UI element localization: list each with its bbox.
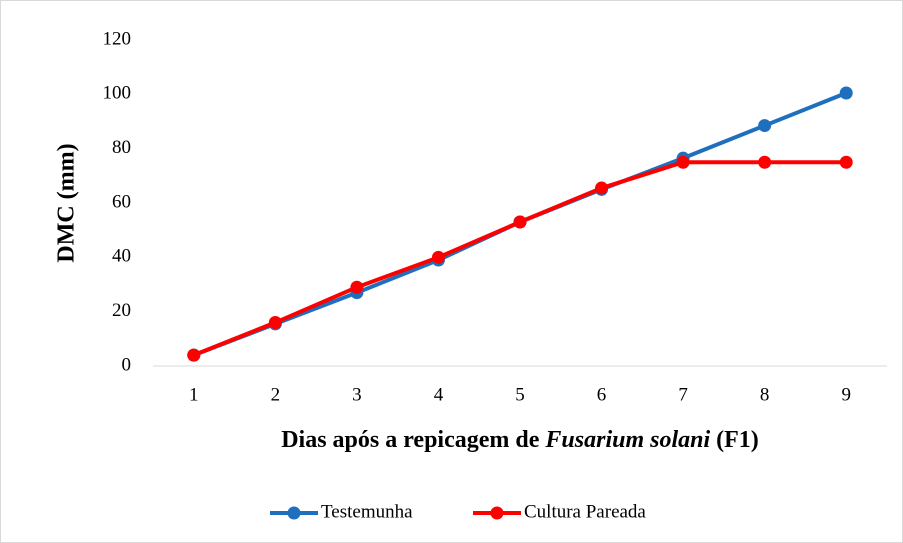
y-tick-label: 120 (103, 28, 132, 49)
data-point (758, 119, 772, 133)
y-tick-label: 20 (112, 300, 131, 321)
data-point (839, 155, 853, 169)
data-point (758, 155, 772, 169)
data-point (431, 250, 445, 264)
x-axis-title: Dias após a repicagem de Fusarium solani… (281, 427, 759, 453)
x-tick-label: 3 (352, 384, 362, 405)
x-axis-title-part: Fusarium solani (544, 427, 710, 453)
y-tick-label: 40 (112, 246, 131, 267)
x-axis-title-part: (F1) (710, 427, 759, 453)
legend-marker (490, 506, 504, 520)
data-point (513, 215, 527, 229)
y-tick-label: 100 (103, 83, 132, 104)
legend-label: Testemunha (321, 501, 413, 522)
x-axis-title-part: Dias após a repicagem de (281, 427, 545, 453)
y-axis-title: DMC (mm) (54, 143, 80, 262)
data-point (268, 316, 282, 330)
data-point (187, 348, 201, 362)
legend-label: Cultura Pareada (524, 501, 646, 522)
x-tick-label: 1 (189, 384, 199, 405)
x-tick-label: 9 (841, 384, 851, 405)
x-tick-label: 6 (597, 384, 607, 405)
y-tick-label: 0 (122, 354, 132, 375)
y-tick-label: 80 (112, 137, 131, 158)
data-point (839, 86, 853, 100)
x-tick-label: 8 (760, 384, 770, 405)
x-tick-label: 2 (271, 384, 281, 405)
legend-marker (287, 506, 301, 520)
data-point (595, 181, 609, 195)
x-tick-label: 7 (678, 384, 688, 405)
x-tick-label: 5 (515, 384, 525, 405)
y-tick-label: 60 (112, 191, 131, 212)
x-tick-label: 4 (434, 384, 444, 405)
data-point (350, 280, 364, 294)
data-point (676, 155, 690, 169)
